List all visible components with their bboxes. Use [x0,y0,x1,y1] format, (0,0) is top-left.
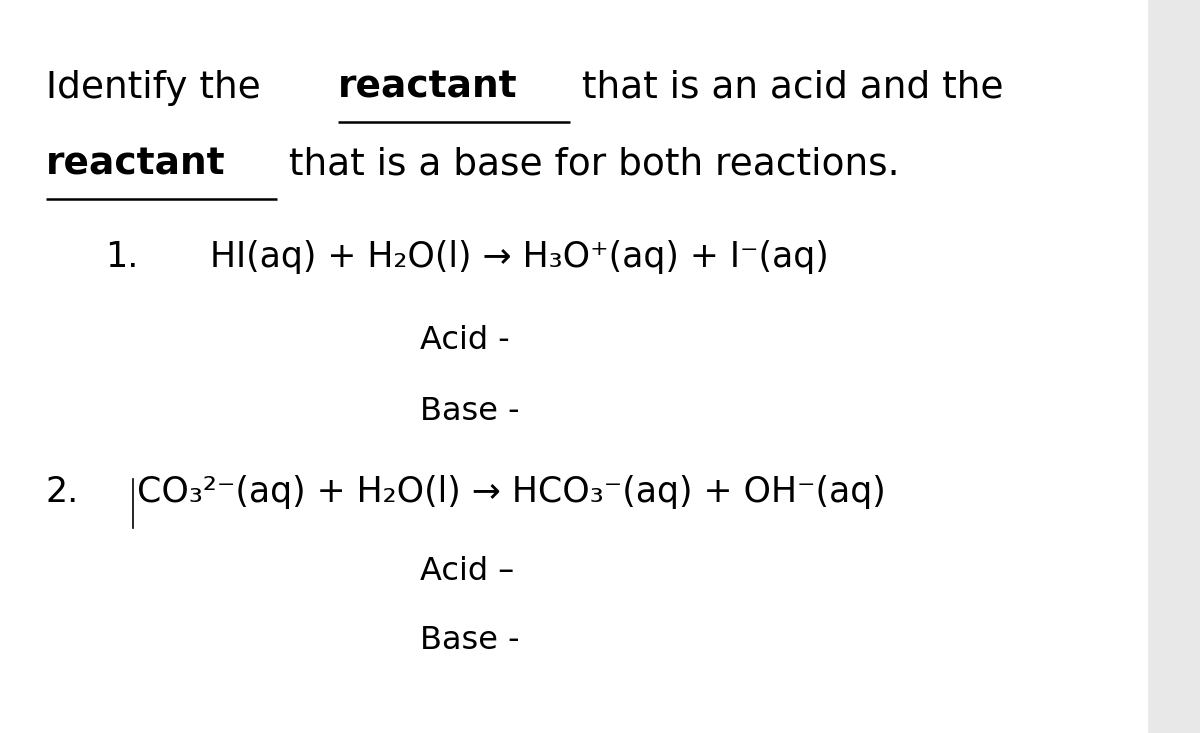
Text: Identify the: Identify the [46,70,272,106]
FancyBboxPatch shape [0,0,1147,733]
Text: 2.: 2. [46,475,79,509]
Text: Acid –: Acid – [420,556,515,586]
Text: Base -: Base - [420,625,520,655]
Text: that is a base for both reactions.: that is a base for both reactions. [277,147,900,183]
Text: 1.: 1. [106,240,139,274]
Text: HI(aq) + H₂O(l) → H₃O⁺(aq) + I⁻(aq): HI(aq) + H₂O(l) → H₃O⁺(aq) + I⁻(aq) [210,240,829,274]
Text: that is an acid and the: that is an acid and the [570,70,1003,106]
Text: Acid -: Acid - [420,325,510,356]
Text: CO₃²⁻(aq) + H₂O(l) → HCO₃⁻(aq) + OH⁻(aq): CO₃²⁻(aq) + H₂O(l) → HCO₃⁻(aq) + OH⁻(aq) [137,475,886,509]
Text: reactant: reactant [46,147,226,183]
Text: Base -: Base - [420,396,520,427]
Text: reactant: reactant [338,70,517,106]
